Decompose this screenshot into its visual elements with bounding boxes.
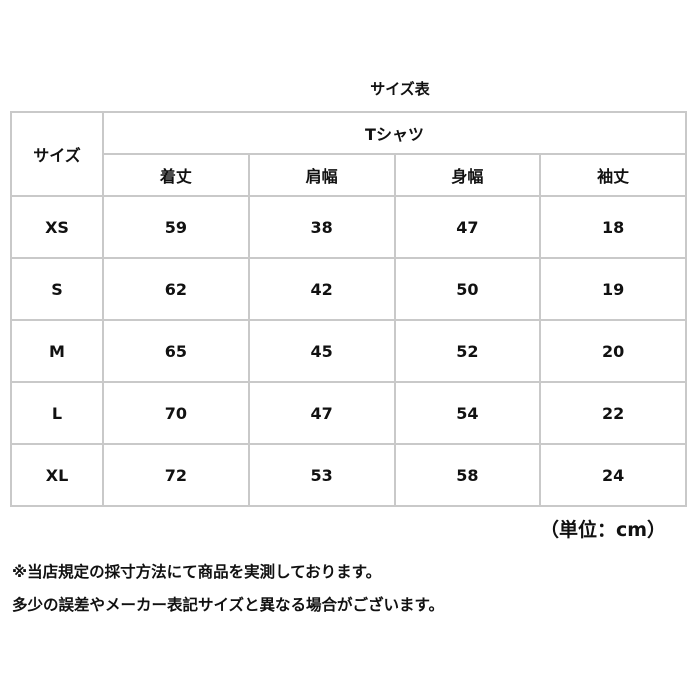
value-cell: 70 [102, 381, 250, 445]
value-cell: 58 [393, 443, 542, 507]
unit-label: （単位：cm） [539, 519, 666, 541]
value-cell: 62 [102, 257, 250, 321]
table-row: XL 72 53 58 24 [10, 443, 687, 507]
value-cell: 18 [539, 195, 687, 259]
value-cell: 52 [393, 319, 542, 383]
value-cell: 72 [102, 443, 250, 507]
value-cell: 59 [102, 195, 250, 259]
table-row: L 70 47 54 22 [10, 381, 687, 445]
value-cell: 45 [247, 319, 396, 383]
size-cell: M [10, 319, 104, 383]
value-cell: 50 [393, 257, 542, 321]
table-row: XS 59 38 47 18 [10, 195, 687, 259]
value-cell: 20 [539, 319, 687, 383]
column-header: 身幅 [393, 153, 542, 197]
size-cell: S [10, 257, 104, 321]
table-row: M 65 45 52 20 [10, 319, 687, 383]
size-cell: XS [10, 195, 104, 259]
value-cell: 42 [247, 257, 396, 321]
size-table: サイズ Tシャツ 着丈 肩幅 身幅 袖丈 XS 59 38 47 18 S 62 42 50 19… [10, 111, 687, 507]
size-cell: XL [10, 443, 104, 507]
header-row-columns: 着丈 肩幅 身幅 袖丈 [11, 153, 687, 197]
value-cell: 65 [102, 319, 250, 383]
value-cell: 47 [393, 195, 542, 259]
note-line: ※当店規定の採寸方法にて商品を実測しております。 [12, 563, 382, 581]
table-row: S 62 42 50 19 [10, 257, 687, 321]
size-cell: L [10, 381, 104, 445]
value-cell: 24 [539, 443, 687, 507]
header-row-group: サイズ Tシャツ [10, 111, 687, 197]
value-cell: 19 [539, 257, 687, 321]
column-header: 肩幅 [247, 153, 396, 197]
group-header: Tシャツ [102, 111, 687, 155]
column-header: 袖丈 [539, 153, 687, 197]
size-header: サイズ [10, 111, 104, 197]
value-cell: 22 [539, 381, 687, 445]
value-cell: 53 [247, 443, 396, 507]
note-line: 多少の誤差やメーカー表記サイズと異なる場合がございます。 [12, 596, 444, 614]
chart-title: サイズ表 [370, 80, 430, 98]
value-cell: 47 [247, 381, 396, 445]
value-cell: 38 [247, 195, 396, 259]
column-header: 着丈 [102, 153, 250, 197]
value-cell: 54 [393, 381, 542, 445]
